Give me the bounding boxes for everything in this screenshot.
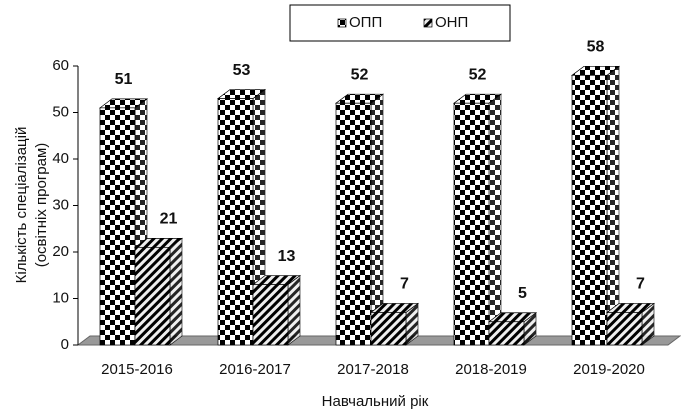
legend-box: [289, 4, 511, 42]
data-label: 7: [636, 276, 645, 293]
x-tick-label: 2015-2016: [101, 361, 173, 378]
data-label: 7: [400, 276, 409, 293]
data-label: 21: [160, 211, 178, 228]
data-label: 13: [278, 248, 296, 265]
bar: [488, 321, 525, 346]
data-label: 51: [115, 71, 133, 88]
bar: [335, 102, 372, 346]
bar: [571, 74, 608, 346]
y-axis-label: Кількість спеціалізацій: [13, 127, 30, 284]
y-tick-label: 20: [52, 243, 69, 260]
y-tick-label: 40: [52, 150, 69, 167]
data-label: 58: [587, 39, 605, 56]
data-label: 52: [351, 66, 369, 83]
bar: [606, 312, 643, 346]
y-tick-label: 10: [52, 289, 69, 306]
y-tick-label: 0: [61, 336, 69, 353]
legend-label: ОПП: [349, 14, 382, 31]
y-tick-label: 30: [52, 196, 69, 213]
y-tick-label: 60: [52, 57, 69, 74]
data-label: 5: [518, 285, 527, 302]
x-tick-label: 2016-2017: [219, 361, 291, 378]
bar: [252, 284, 289, 346]
bar-side: [606, 65, 620, 346]
legend-label: ОНП: [435, 14, 468, 31]
bar-side: [287, 274, 301, 346]
x-tick-label: 2017-2018: [337, 361, 409, 378]
bar: [453, 102, 490, 346]
bar: [99, 107, 136, 346]
legend-swatch: [337, 18, 347, 28]
bar: [134, 247, 171, 346]
bar: [217, 98, 254, 346]
bar-side: [169, 237, 183, 346]
bar: [370, 312, 407, 346]
x-tick-label: 2018-2019: [455, 361, 527, 378]
y-axis-label: (освітніх програм): [33, 143, 50, 268]
x-tick-label: 2019-2020: [573, 361, 645, 378]
data-label: 52: [469, 66, 487, 83]
data-label: 53: [233, 62, 251, 79]
legend-swatch: [423, 18, 433, 28]
y-tick-label: 50: [52, 103, 69, 120]
bar-side: [488, 93, 502, 346]
x-axis-label: Навчальний рік: [322, 393, 429, 410]
